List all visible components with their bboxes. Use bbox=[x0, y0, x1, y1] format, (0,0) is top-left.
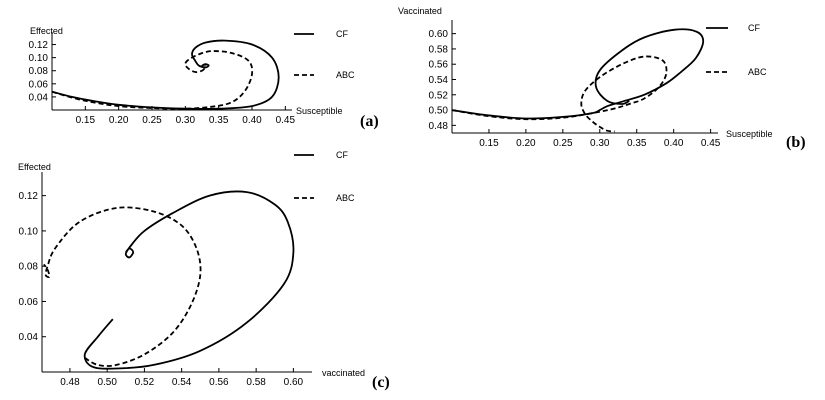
chart-c-y-tick-label: 0.12 bbox=[19, 191, 39, 202]
chart-a-y-tick-label: 0.08 bbox=[29, 66, 49, 77]
chart-c-panel-label: (c) bbox=[372, 374, 390, 391]
chart-a-y-tick-label: 0.04 bbox=[29, 92, 49, 103]
chart-b-x-tick-label: 0.35 bbox=[627, 138, 647, 149]
chart-c-legend-abc: ABC bbox=[336, 193, 355, 203]
chart-a-ylabel: Effected bbox=[30, 26, 63, 36]
chart-a-x-tick-label: 0.45 bbox=[276, 115, 296, 126]
chart-c-x-tick-label: 0.56 bbox=[209, 377, 229, 388]
chart-c-legend-cf: CF bbox=[336, 150, 348, 160]
chart-c-series-cf bbox=[83, 190, 295, 370]
chart-c-ylabel: Effected bbox=[18, 162, 51, 172]
chart-b-series-cf bbox=[451, 28, 705, 120]
chart-a-x-tick-label: 0.20 bbox=[109, 115, 129, 126]
chart-b-y-tick-label: 0.60 bbox=[429, 29, 449, 40]
chart-b-xlabel: Susceptible bbox=[726, 129, 773, 139]
chart-c-x-tick-label: 0.60 bbox=[284, 377, 304, 388]
chart-a-y-tick-label: 0.12 bbox=[29, 40, 49, 51]
chart-b-y-tick-label: 0.56 bbox=[429, 60, 449, 71]
chart-b-x-tick-label: 0.15 bbox=[479, 138, 499, 149]
chart-a-y-tick-label: 0.06 bbox=[29, 79, 49, 90]
chart-b-x-tick-label: 0.25 bbox=[553, 138, 573, 149]
chart-a-legend-cf: CF bbox=[336, 29, 348, 39]
chart-c-x-tick-label: 0.52 bbox=[135, 377, 155, 388]
chart-a-xlabel: Susceptible bbox=[296, 106, 343, 116]
chart-b-y-tick-label: 0.54 bbox=[429, 75, 449, 86]
chart-c-y-tick-label: 0.10 bbox=[19, 226, 39, 237]
chart-c-y-tick-label: 0.06 bbox=[19, 297, 39, 308]
chart-a: Effected Susceptible CF ABC (a) 0.15 0.20… bbox=[29, 26, 379, 130]
chart-a-x-tick-label: 0.30 bbox=[176, 115, 196, 126]
chart-c: Effected vaccinated CF ABC (c) 0.48 0.50 0… bbox=[18, 150, 390, 391]
chart-a-x-tick-label: 0.35 bbox=[209, 115, 229, 126]
chart-b: Vaccinated Susceptible CF ABC (b) 0.15 0.… bbox=[398, 6, 806, 151]
chart-b-series-abc bbox=[451, 55, 668, 133]
chart-a-series-cf bbox=[51, 39, 280, 110]
chart-b-x-tick-label: 0.30 bbox=[590, 138, 610, 149]
chart-c-x-tick-label: 0.50 bbox=[97, 377, 117, 388]
chart-b-y-tick-label: 0.48 bbox=[429, 121, 449, 132]
chart-a-series-abc bbox=[51, 50, 254, 110]
chart-a-y-tick-label: 0.10 bbox=[29, 53, 49, 64]
chart-a-x-tick-label: 0.15 bbox=[76, 115, 96, 126]
chart-b-y-tick-label: 0.58 bbox=[429, 44, 449, 55]
chart-c-y-tick-label: 0.08 bbox=[19, 262, 39, 273]
chart-b-y-tick-label: 0.50 bbox=[429, 106, 449, 117]
chart-c-series-abc bbox=[43, 206, 202, 367]
chart-b-x-tick-label: 0.20 bbox=[516, 138, 536, 149]
chart-b-legend-cf: CF bbox=[748, 23, 760, 33]
chart-c-x-tick-label: 0.58 bbox=[246, 377, 266, 388]
chart-b-ylabel: Vaccinated bbox=[398, 6, 442, 16]
chart-c-x-tick-label: 0.54 bbox=[172, 377, 192, 388]
chart-a-legend-abc: ABC bbox=[336, 70, 355, 80]
chart-a-x-tick-label: 0.25 bbox=[142, 115, 162, 126]
chart-b-panel-label: (b) bbox=[786, 134, 806, 151]
chart-c-x-tick-label: 0.48 bbox=[60, 377, 80, 388]
chart-b-y-tick-label: 0.52 bbox=[429, 90, 449, 101]
chart-a-x-tick-label: 0.40 bbox=[242, 115, 262, 126]
chart-b-x-tick-label: 0.45 bbox=[701, 138, 721, 149]
chart-b-legend-abc: ABC bbox=[748, 67, 767, 77]
chart-c-xlabel: vaccinated bbox=[322, 368, 365, 378]
chart-c-y-tick-label: 0.04 bbox=[19, 332, 39, 343]
chart-a-panel-label: (a) bbox=[360, 113, 379, 130]
chart-b-x-tick-label: 0.40 bbox=[664, 138, 684, 149]
